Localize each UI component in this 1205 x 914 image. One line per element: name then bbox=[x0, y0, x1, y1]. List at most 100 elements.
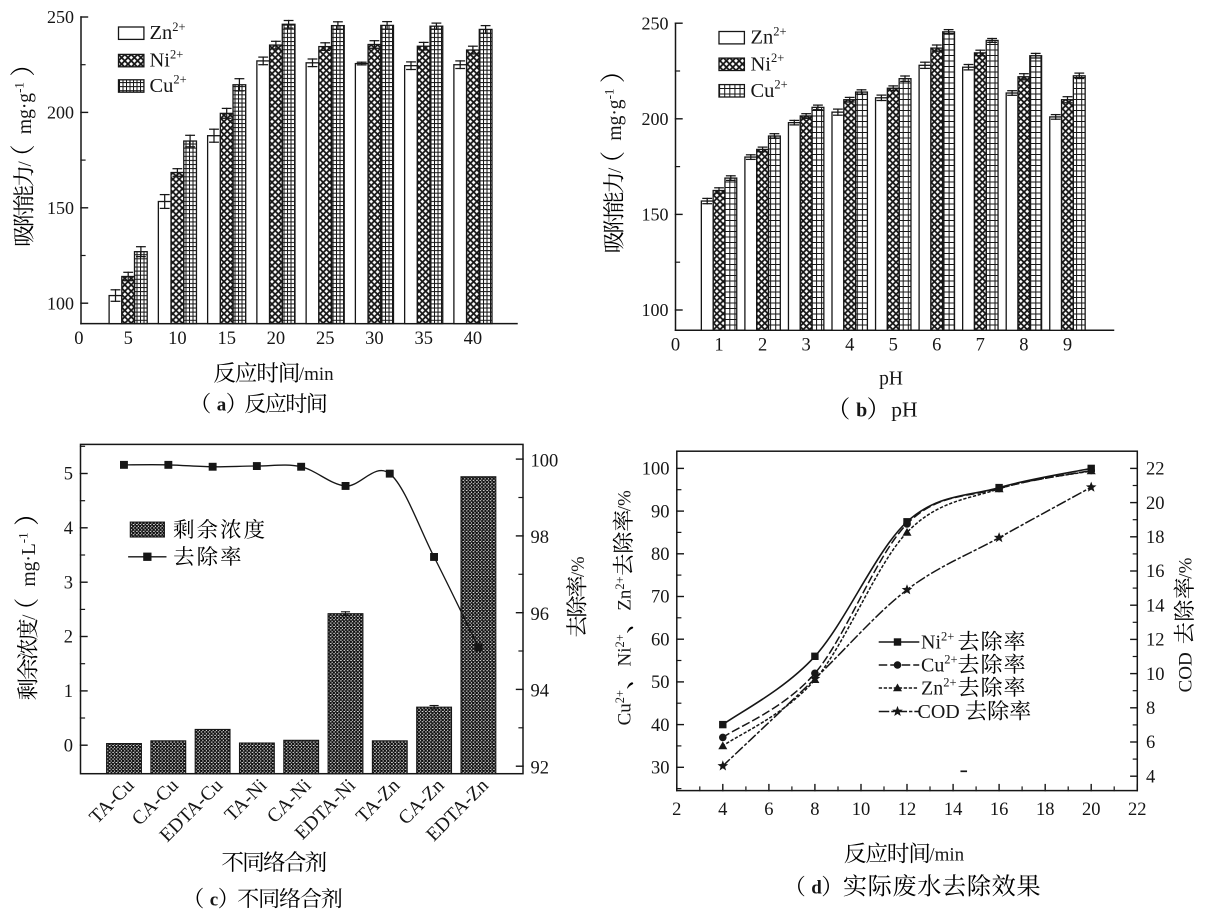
svg-text:2: 2 bbox=[672, 800, 681, 820]
svg-text:2: 2 bbox=[64, 628, 73, 648]
svg-text:30: 30 bbox=[365, 329, 384, 349]
svg-text:2+: 2+ bbox=[773, 24, 786, 38]
svg-text:Cu: Cu bbox=[614, 703, 635, 726]
svg-text:96: 96 bbox=[531, 605, 550, 625]
svg-text:25: 25 bbox=[316, 329, 335, 349]
svg-text:3: 3 bbox=[801, 335, 810, 355]
svg-text:150: 150 bbox=[642, 205, 669, 225]
svg-text:30: 30 bbox=[651, 759, 670, 779]
svg-text:2+: 2+ bbox=[944, 652, 957, 666]
svg-text:2+: 2+ bbox=[173, 73, 186, 87]
svg-text:6: 6 bbox=[932, 335, 941, 355]
svg-text:4: 4 bbox=[845, 335, 854, 355]
svg-text:5: 5 bbox=[64, 465, 73, 485]
svg-text:2+: 2+ bbox=[613, 576, 627, 589]
svg-text:6: 6 bbox=[764, 800, 773, 820]
svg-text:Ni: Ni bbox=[614, 648, 635, 667]
svg-text:2+: 2+ bbox=[771, 51, 784, 65]
svg-text:/: / bbox=[605, 167, 626, 173]
svg-text:10: 10 bbox=[1146, 665, 1165, 685]
svg-text:-1: -1 bbox=[16, 532, 31, 543]
svg-text:2+: 2+ bbox=[613, 634, 627, 647]
svg-text:92: 92 bbox=[531, 759, 550, 779]
svg-text:5: 5 bbox=[124, 329, 133, 349]
svg-text:20: 20 bbox=[1146, 494, 1165, 514]
svg-text:70: 70 bbox=[651, 588, 670, 608]
svg-text:50: 50 bbox=[651, 673, 670, 693]
svg-text:250: 250 bbox=[642, 13, 669, 33]
svg-text:6: 6 bbox=[1146, 733, 1155, 753]
svg-text:-1: -1 bbox=[12, 82, 27, 93]
svg-text:8: 8 bbox=[1146, 699, 1155, 719]
svg-text:0: 0 bbox=[64, 736, 73, 756]
svg-text:4: 4 bbox=[1146, 767, 1155, 787]
svg-text:COD: COD bbox=[1175, 652, 1196, 692]
svg-text:TA-Cu: TA-Cu bbox=[86, 775, 139, 828]
svg-text:20: 20 bbox=[267, 329, 286, 349]
svg-text:1: 1 bbox=[714, 335, 723, 355]
svg-text:100: 100 bbox=[47, 293, 74, 313]
svg-text:4: 4 bbox=[718, 800, 727, 820]
svg-text:/%: /% bbox=[569, 556, 589, 577]
svg-text:pH: pH bbox=[891, 398, 917, 422]
svg-text:Zn: Zn bbox=[921, 677, 943, 699]
svg-text:Zn: Zn bbox=[150, 22, 173, 44]
svg-text:35: 35 bbox=[414, 329, 433, 349]
svg-text:/min: /min bbox=[929, 845, 964, 866]
svg-text:/min: /min bbox=[299, 364, 334, 385]
svg-text:15: 15 bbox=[217, 329, 236, 349]
svg-text:80: 80 bbox=[651, 545, 670, 565]
svg-text:3: 3 bbox=[64, 573, 73, 593]
svg-text:18: 18 bbox=[1036, 800, 1055, 820]
svg-text:mg·g: mg·g bbox=[605, 99, 626, 140]
svg-text:Cu: Cu bbox=[751, 80, 775, 102]
svg-text:/%: /% bbox=[1175, 557, 1196, 578]
svg-text:2+: 2+ bbox=[941, 629, 954, 643]
svg-text:2+: 2+ bbox=[613, 690, 627, 703]
svg-text:Cu: Cu bbox=[921, 654, 944, 676]
svg-text:250: 250 bbox=[47, 7, 74, 27]
svg-text:c: c bbox=[210, 890, 218, 911]
svg-text:2+: 2+ bbox=[172, 20, 185, 34]
svg-text:150: 150 bbox=[47, 198, 74, 218]
svg-text:COD: COD bbox=[918, 701, 960, 723]
svg-text:4: 4 bbox=[64, 519, 73, 539]
svg-text:9: 9 bbox=[1063, 335, 1072, 355]
svg-text:-1: -1 bbox=[602, 89, 617, 100]
svg-text:Ni: Ni bbox=[921, 631, 941, 653]
svg-text:10: 10 bbox=[168, 329, 187, 349]
svg-text:Ni: Ni bbox=[751, 53, 772, 75]
svg-text:20: 20 bbox=[1082, 800, 1101, 820]
svg-text:2+: 2+ bbox=[943, 675, 956, 689]
svg-text:2+: 2+ bbox=[774, 78, 787, 92]
svg-text:Ni: Ni bbox=[150, 50, 171, 72]
svg-text:/: / bbox=[15, 161, 36, 167]
svg-text:100: 100 bbox=[642, 460, 670, 480]
svg-text:200: 200 bbox=[47, 103, 74, 123]
svg-text:18: 18 bbox=[1146, 528, 1165, 548]
svg-text:5: 5 bbox=[889, 335, 898, 355]
svg-text:16: 16 bbox=[990, 800, 1009, 820]
svg-text:/%: /% bbox=[614, 490, 635, 511]
svg-text:98: 98 bbox=[531, 528, 550, 548]
svg-text:0: 0 bbox=[74, 329, 83, 349]
svg-text:8: 8 bbox=[810, 800, 819, 820]
svg-text:TA-Zn: TA-Zn bbox=[352, 775, 404, 827]
svg-text:16: 16 bbox=[1146, 562, 1165, 582]
svg-text:b: b bbox=[856, 400, 867, 422]
svg-text:12: 12 bbox=[1146, 631, 1165, 651]
svg-text:7: 7 bbox=[976, 335, 985, 355]
svg-text:2: 2 bbox=[758, 335, 767, 355]
svg-text:200: 200 bbox=[642, 109, 669, 129]
svg-text:Cu: Cu bbox=[150, 75, 174, 97]
svg-text:mg·L: mg·L bbox=[19, 543, 40, 586]
svg-text:40: 40 bbox=[651, 716, 670, 736]
svg-text:TA-Ni: TA-Ni bbox=[221, 775, 272, 826]
svg-text:60: 60 bbox=[651, 630, 670, 650]
svg-text:8: 8 bbox=[1019, 335, 1028, 355]
svg-text:100: 100 bbox=[642, 300, 669, 320]
svg-text:Zn: Zn bbox=[614, 589, 635, 611]
svg-text:d: d bbox=[811, 878, 822, 899]
svg-text:2+: 2+ bbox=[170, 47, 183, 61]
svg-text:14: 14 bbox=[944, 800, 963, 820]
